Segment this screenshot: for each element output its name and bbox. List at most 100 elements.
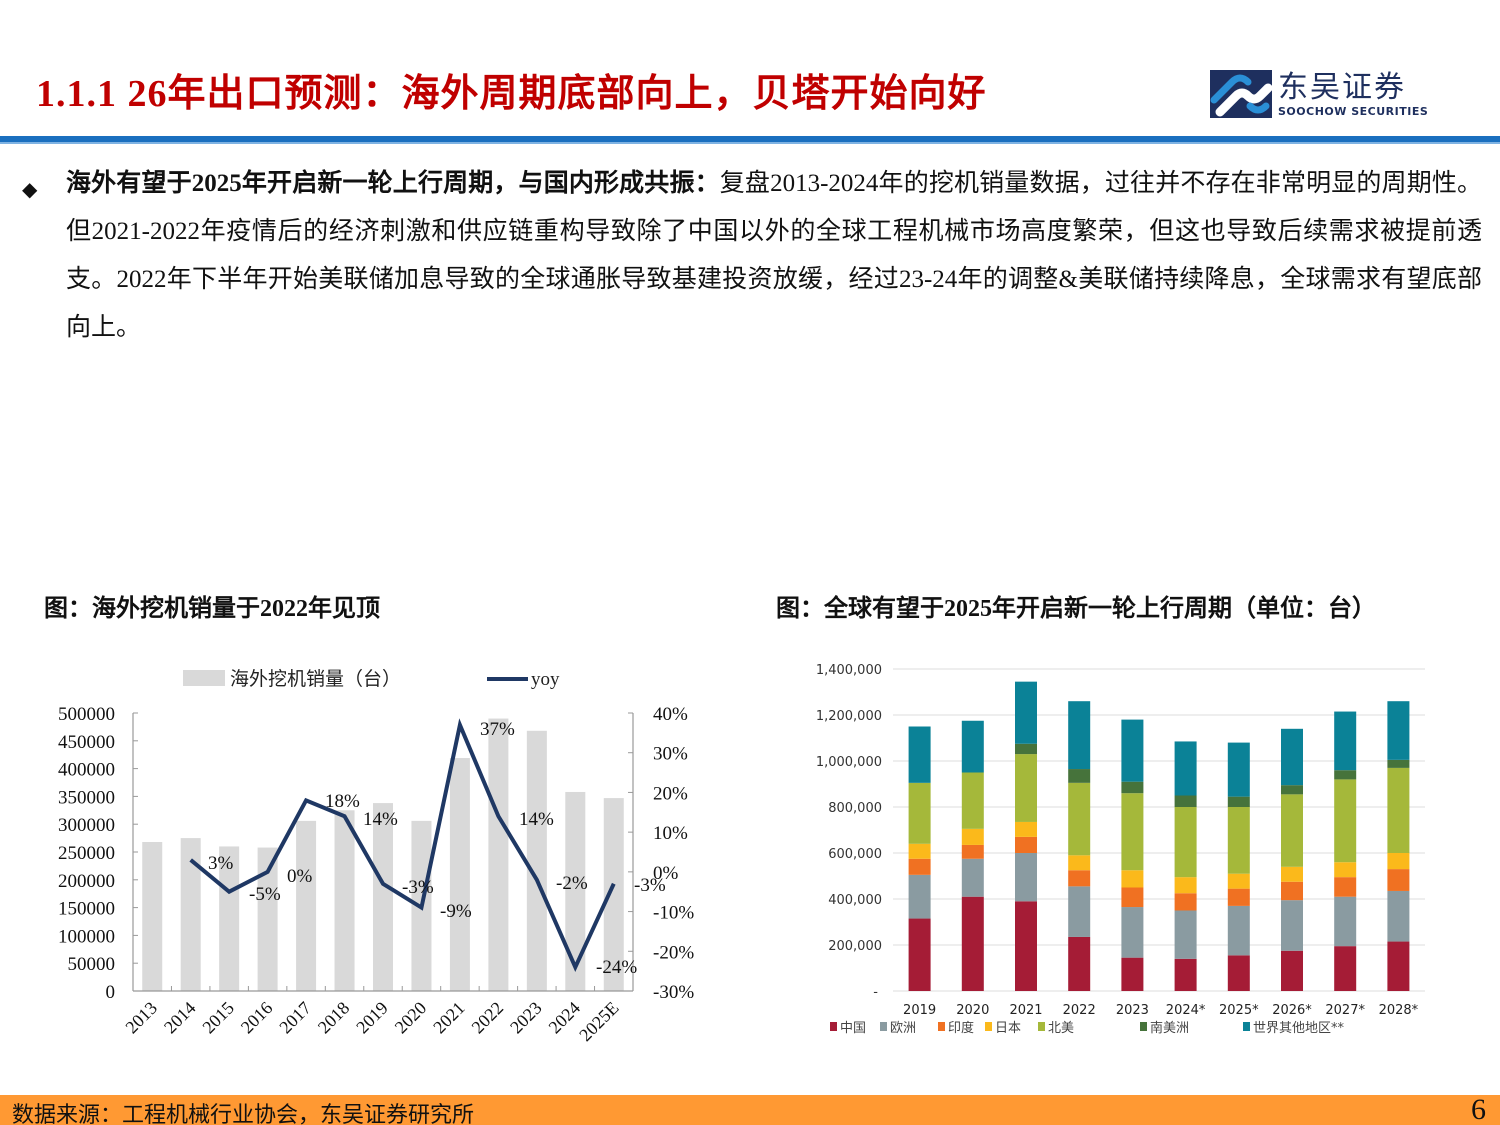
bar-2015	[219, 846, 240, 991]
yoy-data-label: 37%	[480, 719, 515, 740]
stack-segment-日本	[1227, 873, 1250, 889]
right-axis-tick: 40%	[653, 704, 688, 725]
header-divider	[0, 136, 1500, 142]
stack-segment-世界其他地区**	[1121, 719, 1144, 782]
stack-segment-北美	[1387, 767, 1410, 853]
page-title: 1.1.1 26年出口预测：海外周期底部向上，贝塔开始向好	[36, 73, 987, 115]
stack-segment-日本	[1068, 855, 1091, 871]
bar-2017	[296, 820, 317, 991]
yoy-data-label: -3%	[634, 875, 666, 896]
bullet-text: 海外有望于2025年开启新一轮上行周期，与国内形成共振：复盘2013-2024年…	[66, 160, 1482, 352]
stack-segment-世界其他地区**	[1174, 741, 1197, 796]
legend-swatch	[880, 1022, 887, 1031]
legend-label: 中国	[840, 1021, 866, 1036]
stack-segment-南美洲	[1068, 769, 1091, 783]
stack-segment-中国	[1121, 957, 1144, 991]
y-axis-tick: 1,400,000	[816, 663, 882, 678]
x-axis-label: 2028*	[1379, 1003, 1419, 1018]
legend-swatch	[1140, 1022, 1147, 1031]
stack-segment-印度	[1227, 888, 1250, 906]
stack-segment-印度	[961, 844, 984, 859]
stack-segment-中国	[961, 896, 984, 991]
stack-segment-世界其他地区**	[1334, 711, 1357, 771]
stack-segment-中国	[1015, 901, 1037, 991]
yoy-data-label: 14%	[519, 809, 554, 830]
x-axis-label: 2026*	[1272, 1003, 1312, 1018]
stack-segment-欧洲	[908, 874, 931, 919]
stack-segment-世界其他地区**	[1281, 728, 1303, 786]
stack-segment-中国	[1334, 946, 1357, 991]
stack-segment-北美	[1015, 754, 1037, 822]
yoy-data-label: -9%	[440, 901, 472, 922]
y-axis-tick: 800,000	[828, 801, 882, 816]
left-axis-tick: 0	[106, 982, 116, 1003]
bullet-body: 复盘2013-2024年的挖机销量数据，过往并不存在非常明显的周期性。但2021…	[66, 170, 1482, 341]
stack-segment-中国	[1174, 958, 1197, 991]
stack-segment-南美洲	[1121, 781, 1144, 794]
left-chart-overseas-excavator-sales: 海外挖机销量（台） yoy 0 50000 100000 150000 200000 2500…	[58, 668, 694, 1045]
y-axis-tick: 200,000	[828, 939, 882, 954]
yoy-data-label: -5%	[249, 884, 281, 905]
stack-segment-欧洲	[1227, 905, 1250, 956]
stack-segment-中国	[1227, 955, 1250, 991]
stack-segment-北美	[961, 772, 984, 829]
legend-label: 欧洲	[890, 1021, 916, 1036]
bullet-paragraph: ◆ 海外有望于2025年开启新一轮上行周期，与国内形成共振：复盘2013-202…	[22, 160, 1482, 352]
stack-segment-世界其他地区**	[1227, 742, 1250, 797]
header-divider-thin	[0, 142, 1500, 144]
stack-segment-南美洲	[1174, 795, 1197, 807]
stack-segment-欧洲	[1121, 907, 1144, 958]
right-axis-tick: 10%	[653, 823, 688, 844]
stack-segment-印度	[1121, 887, 1144, 908]
x-axis-label: 2020	[956, 1003, 989, 1018]
x-axis-label: 2024*	[1166, 1003, 1206, 1018]
stack-segment-北美	[1334, 779, 1357, 863]
stack-segment-欧洲	[1334, 896, 1357, 947]
bar-2019	[373, 803, 393, 991]
y-axis-tick: 600,000	[828, 847, 882, 862]
left-axis-tick: 200000	[58, 871, 115, 892]
x-axis-label: 2027*	[1325, 1003, 1365, 1018]
stack-segment-北美	[1121, 793, 1144, 871]
legend-line-label: yoy	[531, 669, 560, 690]
stack-segment-北美	[1068, 782, 1091, 856]
stack-segment-世界其他地区**	[961, 720, 984, 773]
diamond-bullet-icon: ◆	[22, 179, 38, 201]
stack-segment-南美洲	[1015, 743, 1037, 755]
right-axis-tick: 20%	[653, 783, 688, 804]
x-axis-label: 2025*	[1219, 1003, 1259, 1018]
bar-2021	[449, 758, 470, 991]
left-axis-tick: 250000	[58, 843, 115, 864]
right-axis-tick: -10%	[653, 903, 694, 924]
yoy-data-label: -24%	[596, 957, 637, 978]
stack-segment-世界其他地区**	[1015, 681, 1037, 744]
stack-segment-中国	[1068, 936, 1091, 991]
stack-segment-日本	[1174, 877, 1197, 894]
stack-segment-北美	[1174, 807, 1197, 878]
stack-segment-中国	[908, 918, 931, 991]
stack-segment-欧洲	[1281, 900, 1303, 951]
stack-segment-印度	[1015, 836, 1037, 853]
bar-2022	[488, 718, 509, 991]
bar-2025E	[603, 798, 624, 991]
legend-swatch	[1038, 1022, 1045, 1031]
footer-bar: 数据来源：工程机械行业协会，东吴证券研究所 6	[0, 1093, 1500, 1125]
right-axis-tick: 30%	[653, 744, 688, 765]
left-axis-tick: 50000	[68, 954, 116, 975]
stack-segment-南美洲	[1387, 759, 1410, 768]
right-axis-tick: -30%	[653, 982, 694, 1003]
right-axis-tick: -20%	[653, 942, 694, 963]
stack-segment-印度	[1334, 877, 1357, 897]
yoy-data-label: 18%	[325, 791, 360, 812]
right-axis-tick: 0%	[653, 863, 679, 884]
stack-segment-日本	[961, 828, 984, 845]
right-figure-title: 图：全球有望于2025年开启新一轮上行周期（单位：台）	[776, 596, 1376, 622]
x-axis-label: 2021	[1009, 1003, 1042, 1018]
legend-label: 世界其他地区**	[1253, 1021, 1345, 1036]
legend-label: 南美洲	[1150, 1020, 1189, 1036]
left-axis-tick: 350000	[58, 787, 115, 808]
slide-header: 1.1.1 26年出口预测：海外周期底部向上，贝塔开始向好 东吴证券 SOOCH…	[0, 0, 1500, 145]
stack-segment-日本	[1387, 853, 1410, 870]
y-axis-tick: -	[873, 985, 878, 1000]
stack-segment-印度	[1387, 869, 1410, 891]
